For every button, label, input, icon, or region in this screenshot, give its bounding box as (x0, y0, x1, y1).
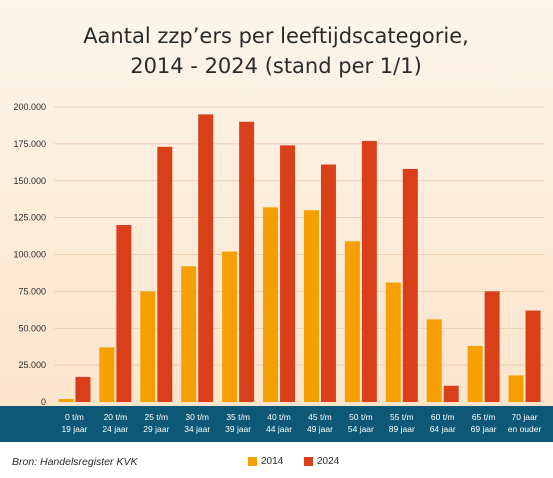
x-category-label: 44 jaar (266, 424, 292, 434)
bar-2024-3 (198, 114, 214, 402)
bar-2014-2 (140, 291, 156, 402)
y-tick-label: 0 (41, 397, 46, 407)
x-category-label: 70 jaar (512, 412, 538, 422)
y-tick-label: 175.000 (13, 139, 46, 149)
bar-2014-4 (222, 251, 238, 402)
chart-title-line-1: Aantal zzp’ers per leeftijdscategorie, (83, 24, 469, 48)
x-category-label: 34 jaar (184, 424, 210, 434)
x-category-label: 60 t/m (431, 412, 455, 422)
x-axis-labels: 0 t/m 19 jaar 20 t/m 24 jaar 25 t/m 29 jaar 30… (61, 412, 541, 434)
legend-label-2014: 2014 (261, 456, 284, 467)
bar-2014-1 (99, 347, 115, 402)
x-category-label: 35 t/m (226, 412, 250, 422)
x-category-label: 55 t/m (390, 412, 414, 422)
y-tick-label: 125.000 (13, 213, 46, 223)
y-tick-label: 200.000 (13, 102, 46, 112)
legend-item-2024: 2024 (304, 456, 339, 467)
legend-item-2014: 2014 (248, 456, 283, 467)
bar-2014-0 (58, 399, 74, 402)
bar-2024-2 (157, 146, 173, 402)
x-category-label: 29 jaar (143, 424, 169, 434)
source-note: Bron: Handelsregister KVK (12, 456, 138, 468)
x-category-label: 45 t/m (308, 412, 332, 422)
bar-2024-1 (116, 225, 132, 402)
x-category-label: en ouder (508, 424, 542, 434)
x-axis-band (0, 406, 553, 442)
bar-2014-8 (385, 282, 401, 402)
bar-2024-10 (484, 291, 500, 402)
chart-title-line-2: 2014 - 2024 (stand per 1/1) (130, 54, 422, 78)
x-category-label: 30 t/m (185, 412, 209, 422)
bar-2014-9 (426, 319, 442, 402)
gridlines (54, 106, 545, 366)
x-category-label: 25 t/m (144, 412, 168, 422)
x-category-label: 24 jaar (102, 424, 128, 434)
bar-chart: Aantal zzp’ers per leeftijdscategorie, 2… (0, 24, 553, 442)
y-tick-label: 25.000 (18, 360, 46, 370)
legend-swatch-2024 (304, 457, 313, 466)
x-category-label: 40 t/m (267, 412, 291, 422)
x-category-label: 0 t/m (65, 412, 84, 422)
bar-2024-6 (320, 164, 336, 402)
bar-2014-11 (508, 375, 524, 402)
bar-2024-8 (402, 168, 418, 402)
bar-2014-3 (181, 266, 197, 402)
x-category-label: 39 jaar (225, 424, 251, 434)
legend-swatch-2014 (248, 457, 257, 466)
bar-2014-10 (467, 345, 483, 402)
bar-2014-5 (263, 207, 279, 402)
bar-2024-11 (525, 310, 541, 402)
y-tick-label: 50.000 (18, 323, 46, 333)
x-category-label: 49 jaar (307, 424, 333, 434)
legend-label-2024: 2024 (317, 456, 340, 467)
bars (58, 114, 541, 403)
y-axis-ticks: 0 25.000 50.000 75.000 100.000 125.000 150.000… (13, 102, 46, 407)
x-category-label: 89 jaar (389, 424, 415, 434)
y-tick-label: 100.000 (13, 250, 46, 260)
x-category-label: 65 t/m (472, 412, 496, 422)
bar-2014-6 (303, 210, 319, 402)
x-category-label: 50 t/m (349, 412, 373, 422)
bar-2024-5 (280, 145, 296, 402)
x-category-label: 19 jaar (61, 424, 87, 434)
x-category-label: 64 jaar (430, 424, 456, 434)
footer: Bron: Handelsregister KVK 2014 2024 (0, 442, 553, 478)
bar-2024-7 (361, 140, 377, 403)
bar-2024-0 (75, 376, 91, 402)
bar-2024-9 (443, 385, 459, 402)
x-category-label: 20 t/m (104, 412, 128, 422)
y-tick-label: 75.000 (18, 286, 46, 296)
chart-card: Aantal zzp’ers per leeftijdscategorie, 2… (0, 0, 553, 442)
x-category-label: 69 jaar (471, 424, 497, 434)
bar-2024-4 (239, 121, 255, 402)
bar-2014-7 (344, 241, 360, 402)
x-category-label: 54 jaar (348, 424, 374, 434)
y-tick-label: 150.000 (13, 176, 46, 186)
